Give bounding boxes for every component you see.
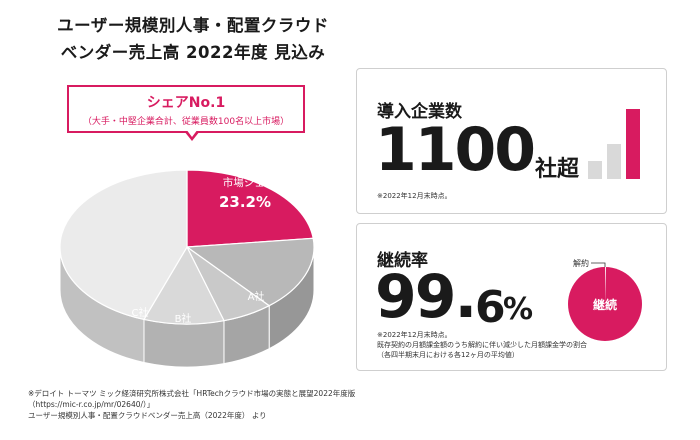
pie-slice-3	[143, 245, 225, 325]
title-line2: ベンダー売上高 2022年度 見込み	[60, 43, 326, 62]
growth-bar-2	[626, 109, 640, 179]
cancel-leader	[591, 262, 606, 267]
footnote-line1: ※デロイト トーマツ ミック経済研究所株式会社「HRTechクラウド市場の実態と…	[28, 389, 356, 398]
retention-note2: 既存契約の月額課金額のうち解約に伴い減少した月額課金学の割合	[377, 341, 587, 349]
slice-value-share: 23.2%	[219, 193, 271, 211]
callout-subtitle: （大手・中堅企業合計、従業員数100名以上市場）	[82, 117, 290, 127]
customers-card: 導入企業数 1100 社超 ※2022年12月末時点。	[356, 68, 667, 214]
source-footnote: ※デロイト トーマツ ミック経済研究所株式会社「HRTechクラウド市場の実態と…	[28, 388, 355, 421]
pie-slice-4	[59, 169, 188, 321]
cancel-label: 解約	[573, 258, 589, 268]
pie-slice-1	[185, 237, 315, 307]
footnote-line2: （https://mic-r.co.jp/mr/02640/）」	[28, 400, 155, 409]
slice-label-share: 市場シェア	[223, 176, 276, 189]
growth-bar-1	[607, 144, 621, 179]
slice-label-c: C社	[132, 306, 149, 319]
growth-bar-0	[588, 161, 602, 179]
pie-layer: 市場シェア 23.2% A社 B社 C社	[59, 169, 315, 368]
customers-value: 1100	[375, 115, 536, 185]
page-title: ユーザー規模別人事・配置クラウド ベンダー売上高 2022年度 見込み	[38, 12, 348, 66]
callout-title: シェアNo.1	[146, 95, 226, 111]
title-line1: ユーザー規模別人事・配置クラウド	[57, 16, 329, 35]
retention-heading: 継続率	[377, 251, 428, 271]
callout-tail-inner	[186, 129, 198, 137]
customers-unit: 社超	[535, 157, 580, 182]
retention-value-int: 99.	[375, 262, 477, 332]
retention-label: 継続	[593, 297, 617, 312]
cancel-wedge	[605, 267, 606, 304]
customers-note: ※2022年12月末時点。	[377, 192, 452, 200]
customers-heading: 導入企業数	[377, 102, 462, 122]
retention-card: 継続率 99. 6 % ※2022年12月末時点。 既存契約の月額課金額のうち解…	[356, 223, 667, 371]
retention-note3: （各四半期末月における各12ヶ月の平均値）	[377, 351, 519, 359]
slice-label-b: B社	[175, 312, 192, 325]
retention-unit: %	[503, 292, 534, 327]
pie-side-3	[143, 318, 225, 368]
share-callout: シェアNo.1 （大手・中堅企業合計、従業員数100名以上市場）	[67, 85, 305, 133]
pie-slice-0	[186, 169, 314, 248]
retention-note1: ※2022年12月末時点。	[377, 331, 452, 339]
footnote-line3: ユーザー規模別人事・配置クラウドベンダー売上高（2022年度） より	[28, 411, 267, 420]
retention-value-dec: 6	[475, 282, 506, 333]
slice-label-a: A社	[248, 290, 265, 303]
